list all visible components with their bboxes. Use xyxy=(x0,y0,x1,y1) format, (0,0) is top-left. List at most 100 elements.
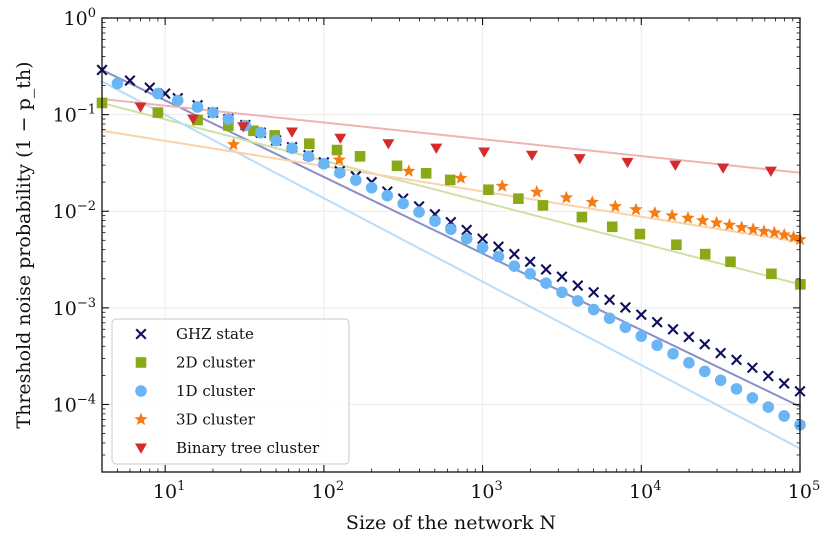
1d-cluster-point xyxy=(270,134,282,147)
1d-cluster-point xyxy=(746,392,759,404)
y-axis-label: Threshold noise probability (1 − p_th) xyxy=(13,61,35,428)
3d-cluster-point xyxy=(402,164,416,177)
1d-cluster-series xyxy=(111,77,806,431)
ghz-state-point xyxy=(461,224,473,236)
1d-cluster-point xyxy=(333,166,346,179)
1d-cluster-point xyxy=(350,174,362,186)
3d-cluster-point xyxy=(608,199,622,213)
1d-cluster-point xyxy=(286,142,298,154)
3d-cluster-fit-line xyxy=(101,129,801,244)
binary-tree-cluster-point xyxy=(334,133,347,144)
ghz-state-point xyxy=(477,233,489,245)
ghz-state-point xyxy=(635,309,647,321)
binary-tree-cluster-point xyxy=(430,143,443,154)
2d-cluster-point xyxy=(420,167,432,179)
legend-marker-ghz-state xyxy=(135,328,147,340)
axis-ticks xyxy=(101,17,801,473)
x-tick-label: 101 xyxy=(153,479,185,503)
1d-cluster-point xyxy=(254,126,267,139)
ghz-state-point xyxy=(651,316,663,328)
3d-cluster-point xyxy=(559,190,574,204)
legend-items: GHZ state 2D cluster 1D cluster 3D cluster B… xyxy=(134,325,320,457)
2d-cluster-point xyxy=(192,114,203,126)
y-tick-label: 100 xyxy=(64,6,96,30)
ghz-state-point xyxy=(524,256,536,268)
binary-tree-cluster-point xyxy=(717,163,730,174)
1d-cluster-point xyxy=(730,383,743,395)
2d-cluster-point xyxy=(513,193,524,204)
1d-cluster-point xyxy=(476,241,489,254)
1d-cluster-point xyxy=(207,106,219,119)
3d-cluster-point xyxy=(332,152,346,166)
2d-cluster-point xyxy=(699,248,711,260)
2d-cluster-point xyxy=(223,120,234,131)
3d-cluster-point xyxy=(777,227,791,241)
1d-cluster-point xyxy=(152,87,164,100)
2d-cluster-point xyxy=(671,239,682,251)
ghz-state-point xyxy=(667,323,679,335)
3d-cluster-point xyxy=(757,224,771,237)
binary-tree-cluster-point xyxy=(621,157,634,169)
1d-cluster-point xyxy=(111,77,124,90)
2d-cluster-point xyxy=(576,211,588,223)
1d-cluster-point xyxy=(683,356,695,369)
3d-cluster-point xyxy=(746,222,760,235)
legend-marker-3d-cluster xyxy=(134,412,148,426)
ghz-state-point xyxy=(778,377,790,389)
2d-cluster-point xyxy=(152,107,164,118)
y-tick-label: 10−3 xyxy=(53,296,96,320)
1d-cluster-point xyxy=(429,215,441,227)
ghz-state-point xyxy=(588,286,600,298)
2d-cluster-point xyxy=(537,200,549,211)
2d-cluster-point xyxy=(331,144,343,156)
legend-label-binary-tree-cluster: Binary tree cluster xyxy=(176,439,320,457)
3d-cluster-point xyxy=(722,218,737,231)
3d-cluster-point xyxy=(696,213,710,227)
legend-label-3d-cluster: 3D cluster xyxy=(176,411,256,429)
plot-area-frame xyxy=(101,17,801,473)
1d-cluster-point xyxy=(365,181,378,194)
binary-tree-cluster-series xyxy=(134,102,777,177)
1d-cluster-point xyxy=(619,321,632,334)
legend-box xyxy=(111,318,350,465)
x-tick-label: 102 xyxy=(312,479,344,503)
2d-cluster-point xyxy=(634,228,646,240)
2d-cluster-point xyxy=(483,184,494,196)
1d-cluster-point xyxy=(445,223,457,236)
1d-cluster-point xyxy=(191,101,204,113)
2d-cluster-point xyxy=(444,174,456,186)
1d-cluster-fit-line xyxy=(101,80,801,450)
1d-cluster-point xyxy=(778,410,790,422)
1d-cluster-point xyxy=(492,250,505,263)
1d-cluster-point xyxy=(381,189,394,202)
ghz-state-point xyxy=(730,354,743,366)
2d-cluster-point xyxy=(354,151,366,162)
ghz-state-point xyxy=(556,271,568,283)
legend-label-ghz-state: GHZ state xyxy=(176,325,254,343)
binary-tree-cluster-point xyxy=(286,127,299,138)
3d-cluster-point xyxy=(454,171,468,184)
1d-cluster-point xyxy=(397,197,409,210)
1d-cluster-point xyxy=(460,232,473,245)
2d-cluster-point xyxy=(248,125,259,137)
3d-cluster-point xyxy=(709,215,724,229)
binary-tree-cluster-point xyxy=(764,166,777,177)
x-axis-label: Size of the network N xyxy=(346,512,556,534)
ghz-state-point xyxy=(604,294,616,306)
1d-cluster-point xyxy=(603,312,616,325)
ghz-state-point xyxy=(715,347,727,359)
1d-cluster-point xyxy=(572,295,584,307)
1d-cluster-point xyxy=(508,260,521,272)
1d-cluster-point xyxy=(413,206,425,218)
1d-cluster-point xyxy=(302,150,315,163)
legend: GHZ state 2D cluster 1D cluster 3D cluster B… xyxy=(111,318,350,465)
x-tick-label: 105 xyxy=(788,479,820,503)
2d-cluster-point xyxy=(766,268,777,280)
3d-cluster-point xyxy=(767,225,781,239)
x-tick-label: 103 xyxy=(470,479,502,503)
legend-marker-binary-tree-cluster xyxy=(135,443,147,454)
1d-cluster-point xyxy=(587,303,600,316)
1d-cluster-point xyxy=(762,401,775,413)
1d-cluster-point xyxy=(524,268,536,280)
